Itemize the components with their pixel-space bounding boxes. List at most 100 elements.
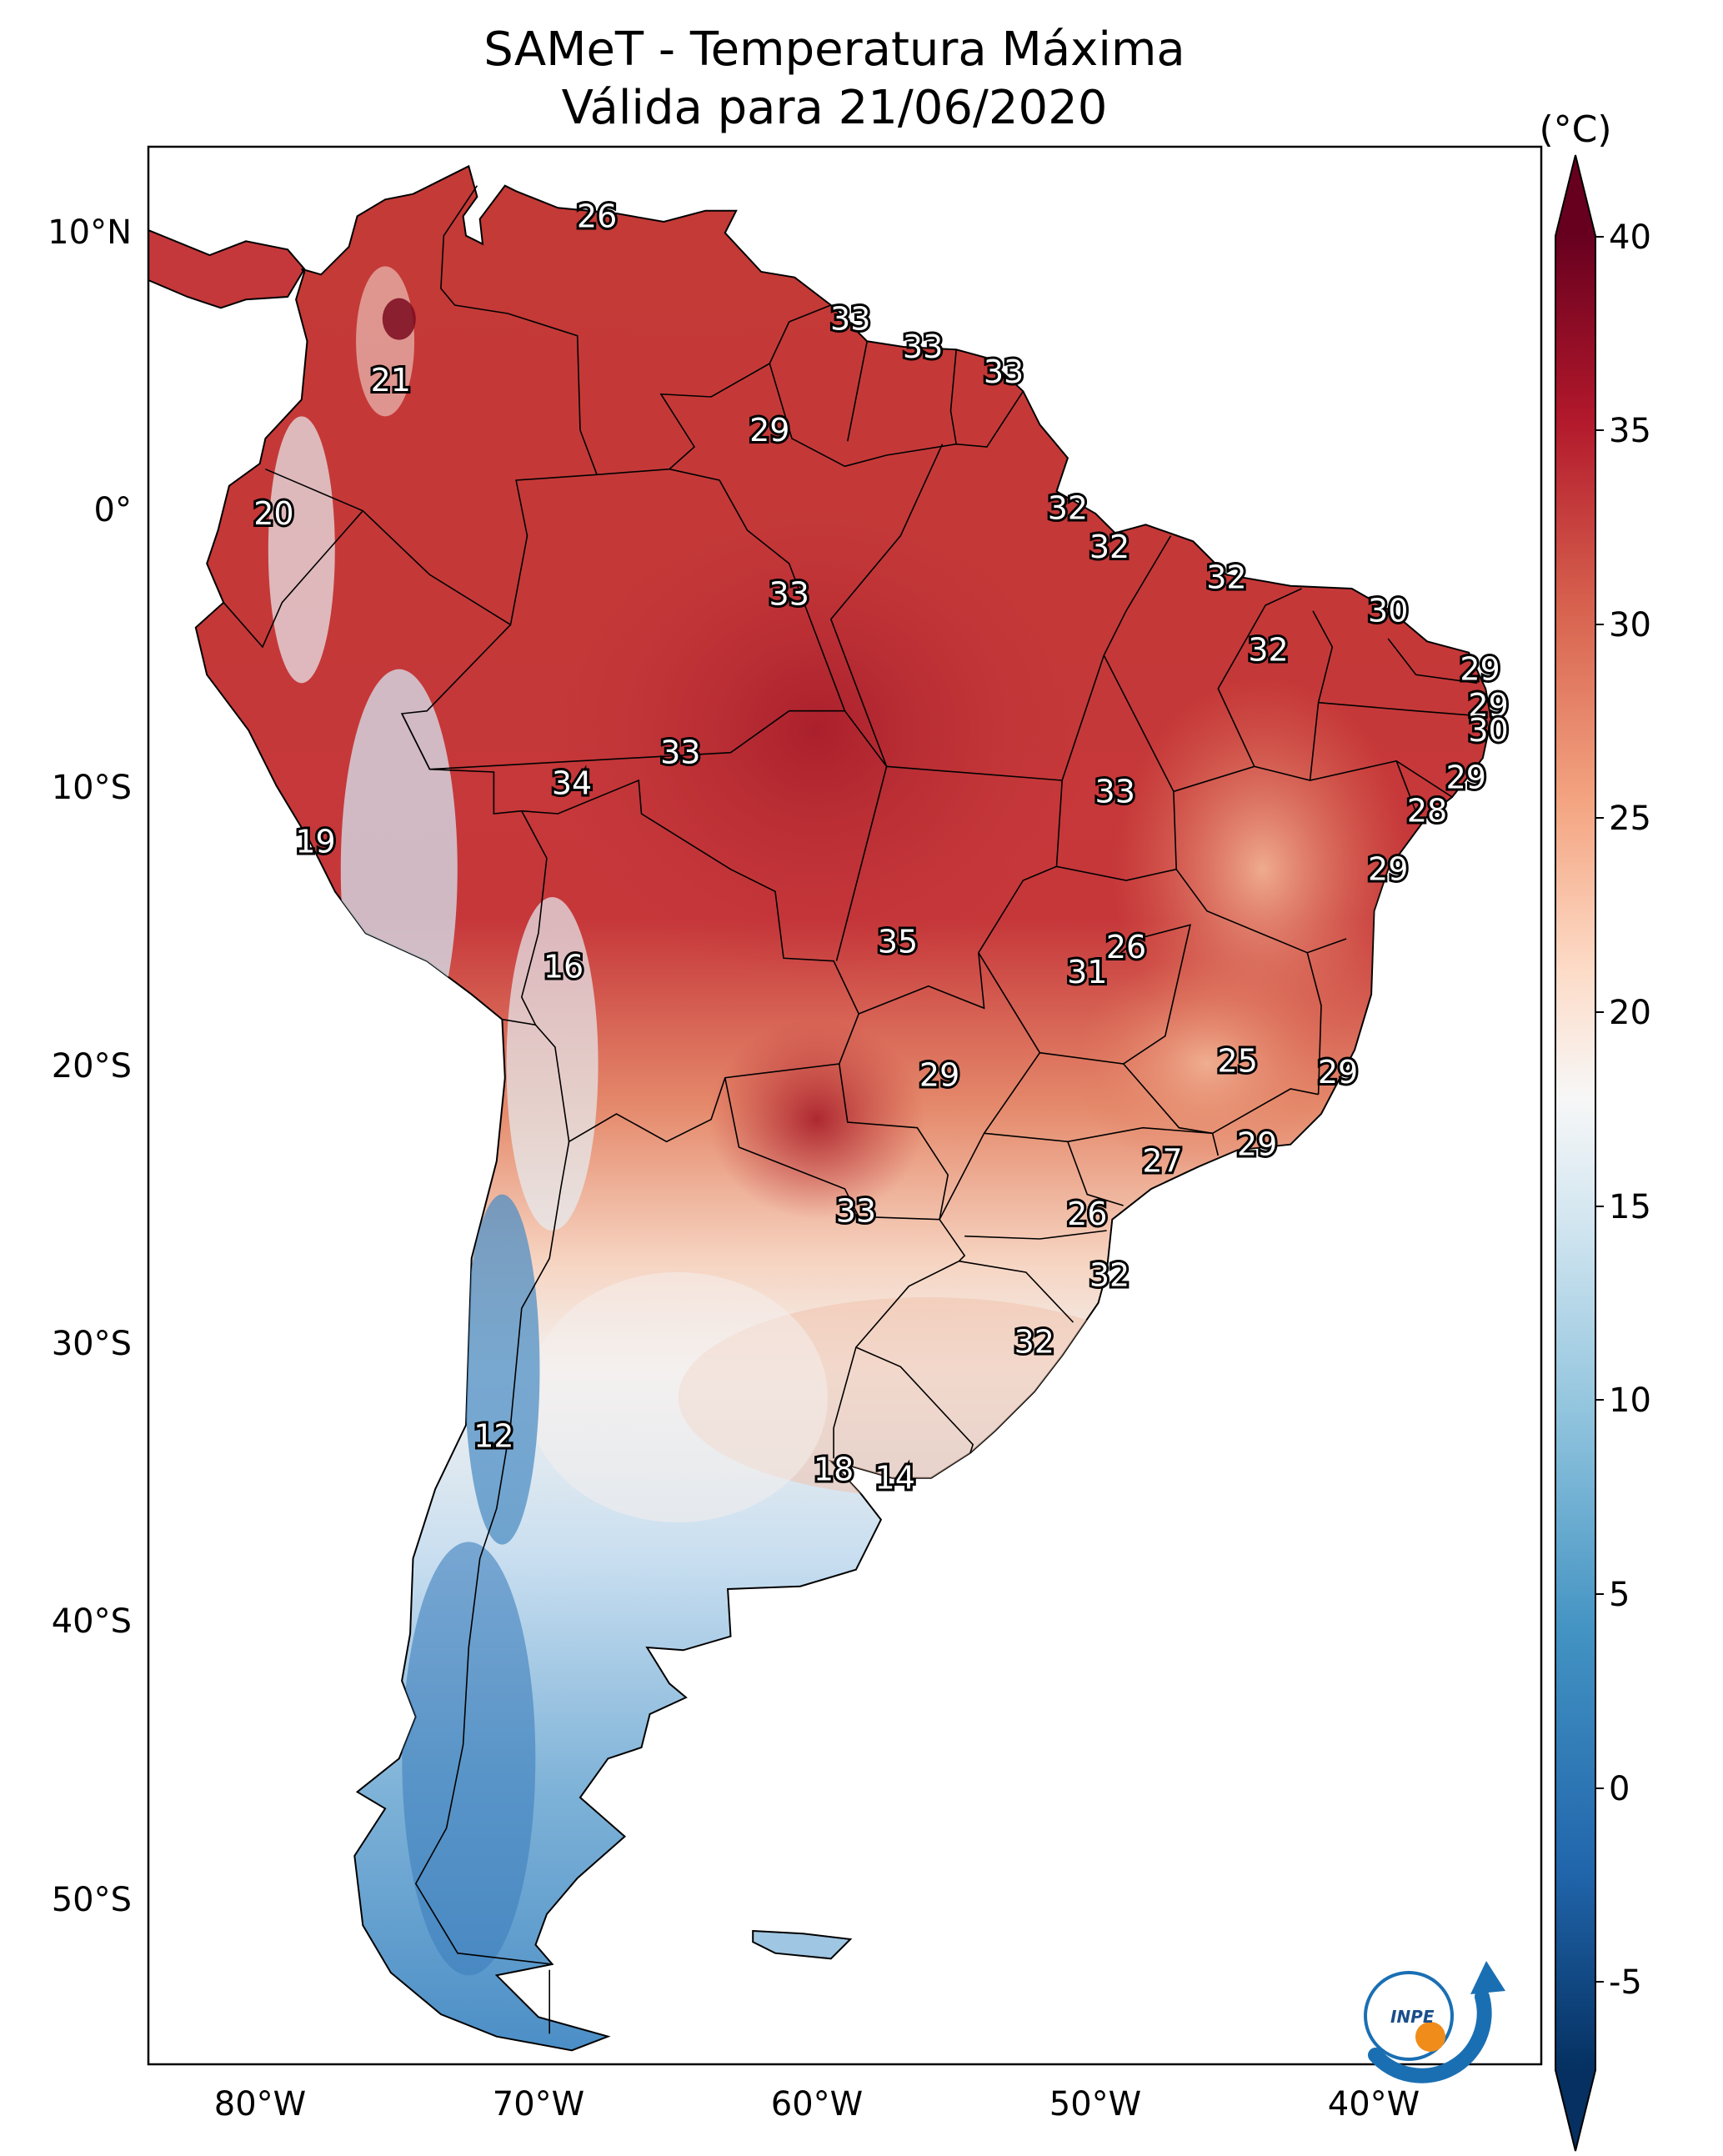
lat-label: 50°S [52, 1881, 132, 1919]
border-line [978, 924, 1191, 1065]
hot-core [542, 480, 1093, 980]
longitude-axis: 80°W 70°W 60°W 50°W 40°W [214, 2085, 1420, 2123]
station-temperature-label: 30 [1368, 593, 1408, 629]
station-temperature-label: 32 [1089, 529, 1129, 565]
station-temperature-label: 26 [577, 198, 617, 234]
border-line [1067, 1141, 1124, 1206]
station-temperature-label: 32 [1048, 489, 1088, 526]
station-temperature-label: 29 [1446, 760, 1486, 796]
border-line [855, 1346, 974, 1453]
station-temperature-label: 33 [660, 735, 700, 771]
border-line [978, 865, 1057, 954]
station-temperature-label: 33 [769, 576, 809, 613]
andes-ecuador [268, 416, 335, 684]
colorbar: (°C) 40 35 30 25 20 15 10 5 0 -5 [1539, 108, 1651, 2152]
border-line [769, 304, 832, 364]
station-temperature-label: 32 [1248, 631, 1288, 668]
station-temperature-label: 34 [552, 765, 592, 801]
border-line [669, 468, 846, 711]
colorbar-extend-bottom [1555, 2070, 1595, 2151]
logo-arrow-icon [1470, 1961, 1505, 1994]
land-mass-falklands [752, 1929, 853, 1960]
border-line [769, 363, 1024, 468]
lon-label: 60°W [771, 2085, 863, 2123]
andes-altiplano [506, 897, 599, 1231]
colorbar-gradient [1555, 235, 1595, 2071]
border-line [1387, 638, 1478, 684]
station-temperature-label: 20 [253, 495, 293, 532]
station-temperature-label: 33 [903, 328, 943, 365]
lon-label: 40°W [1328, 2085, 1420, 2123]
colorbar-tick-label: -5 [1609, 1963, 1642, 2002]
colorbar-tick-label: 40 [1609, 218, 1651, 257]
station-temperature-label: 26 [1106, 929, 1146, 965]
logo-sun-icon [1415, 2022, 1445, 2052]
border-line [949, 349, 957, 444]
map-title-line2: Válida para 21/06/2020 [562, 81, 1108, 135]
border-line [984, 1126, 1220, 1156]
border-line [1217, 588, 1302, 767]
station-temperature-label: 19 [295, 823, 335, 860]
logo-text: INPE [1390, 2007, 1435, 2027]
colorbar-ticks: 40 35 30 25 20 15 10 5 0 -5 [1595, 218, 1651, 2002]
map-frame [147, 145, 1543, 2066]
border-line [1123, 1063, 1319, 1135]
andes-patagonia [402, 1542, 536, 1976]
station-temperature-label: 32 [1014, 1323, 1054, 1360]
border-line [414, 1141, 570, 1965]
lat-label: 30°S [52, 1325, 132, 1363]
colorbar-unit-label: (°C) [1539, 108, 1611, 151]
border-line [847, 341, 868, 442]
station-temperature-label: 14 [875, 1460, 915, 1497]
colorbar-tick-label: 35 [1609, 412, 1651, 450]
station-temperature-label: 33 [1095, 773, 1135, 810]
station-temperature-label: 16 [543, 948, 584, 985]
lon-label: 80°W [214, 2085, 306, 2123]
station-temperature-label: 27 [1142, 1143, 1182, 1180]
station-temperature-label: 33 [830, 301, 870, 338]
border-line [502, 1018, 536, 1026]
colorbar-tick-label: 10 [1609, 1381, 1651, 1420]
station-temperature-label: 29 [1460, 651, 1500, 688]
border-line [597, 363, 770, 476]
lat-label: 10°N [48, 213, 132, 252]
border-line [939, 1219, 966, 1262]
station-temperature-label: 26 [1067, 1196, 1107, 1232]
border-line [829, 444, 944, 767]
lon-label: 50°W [1049, 2085, 1141, 2123]
colorbar-tick-label: 25 [1609, 800, 1651, 838]
station-temperature-label: 29 [1318, 1054, 1358, 1091]
latitude-axis: 10°N 0° 10°S 20°S 30°S 40°S 50°S [48, 213, 132, 1919]
colorbar-tick-label: 15 [1609, 1188, 1651, 1226]
station-temperature-label: 21 [371, 362, 411, 399]
border-line [1318, 701, 1486, 718]
border-line [1395, 760, 1420, 820]
map-title-line1: SAMeT - Temperatura Máxima [483, 23, 1185, 77]
colorbar-tick-label: 20 [1609, 994, 1651, 1032]
station-temperature-label: 33 [984, 353, 1024, 390]
hot-magdalena [382, 298, 416, 340]
inpe-logo: INPE [1364, 1961, 1505, 2083]
logo-ring [1364, 1971, 1454, 2061]
station-temperature-label: 25 [1218, 1043, 1258, 1080]
station-temperature-label: 31 [1067, 954, 1107, 990]
station-temperature-label: 35 [878, 923, 918, 960]
temperature-overlays [268, 266, 1413, 1976]
warm-minas [1073, 955, 1340, 1172]
colorbar-extend-top [1555, 155, 1595, 236]
hot-chaco [709, 1019, 926, 1220]
station-temperature-label: 18 [814, 1452, 854, 1488]
station-temperature-label: 29 [1468, 687, 1508, 724]
neutral-pampas [527, 1272, 828, 1522]
border-line [959, 1260, 1074, 1323]
colorbar-tick-label: 0 [1609, 1770, 1630, 1808]
border-line [1061, 654, 1105, 781]
border-line [401, 535, 1178, 881]
station-temperature-label: 29 [749, 412, 789, 449]
border-line [858, 952, 985, 1015]
station-temperature-label: 29 [919, 1056, 959, 1093]
border-line [1175, 869, 1347, 954]
